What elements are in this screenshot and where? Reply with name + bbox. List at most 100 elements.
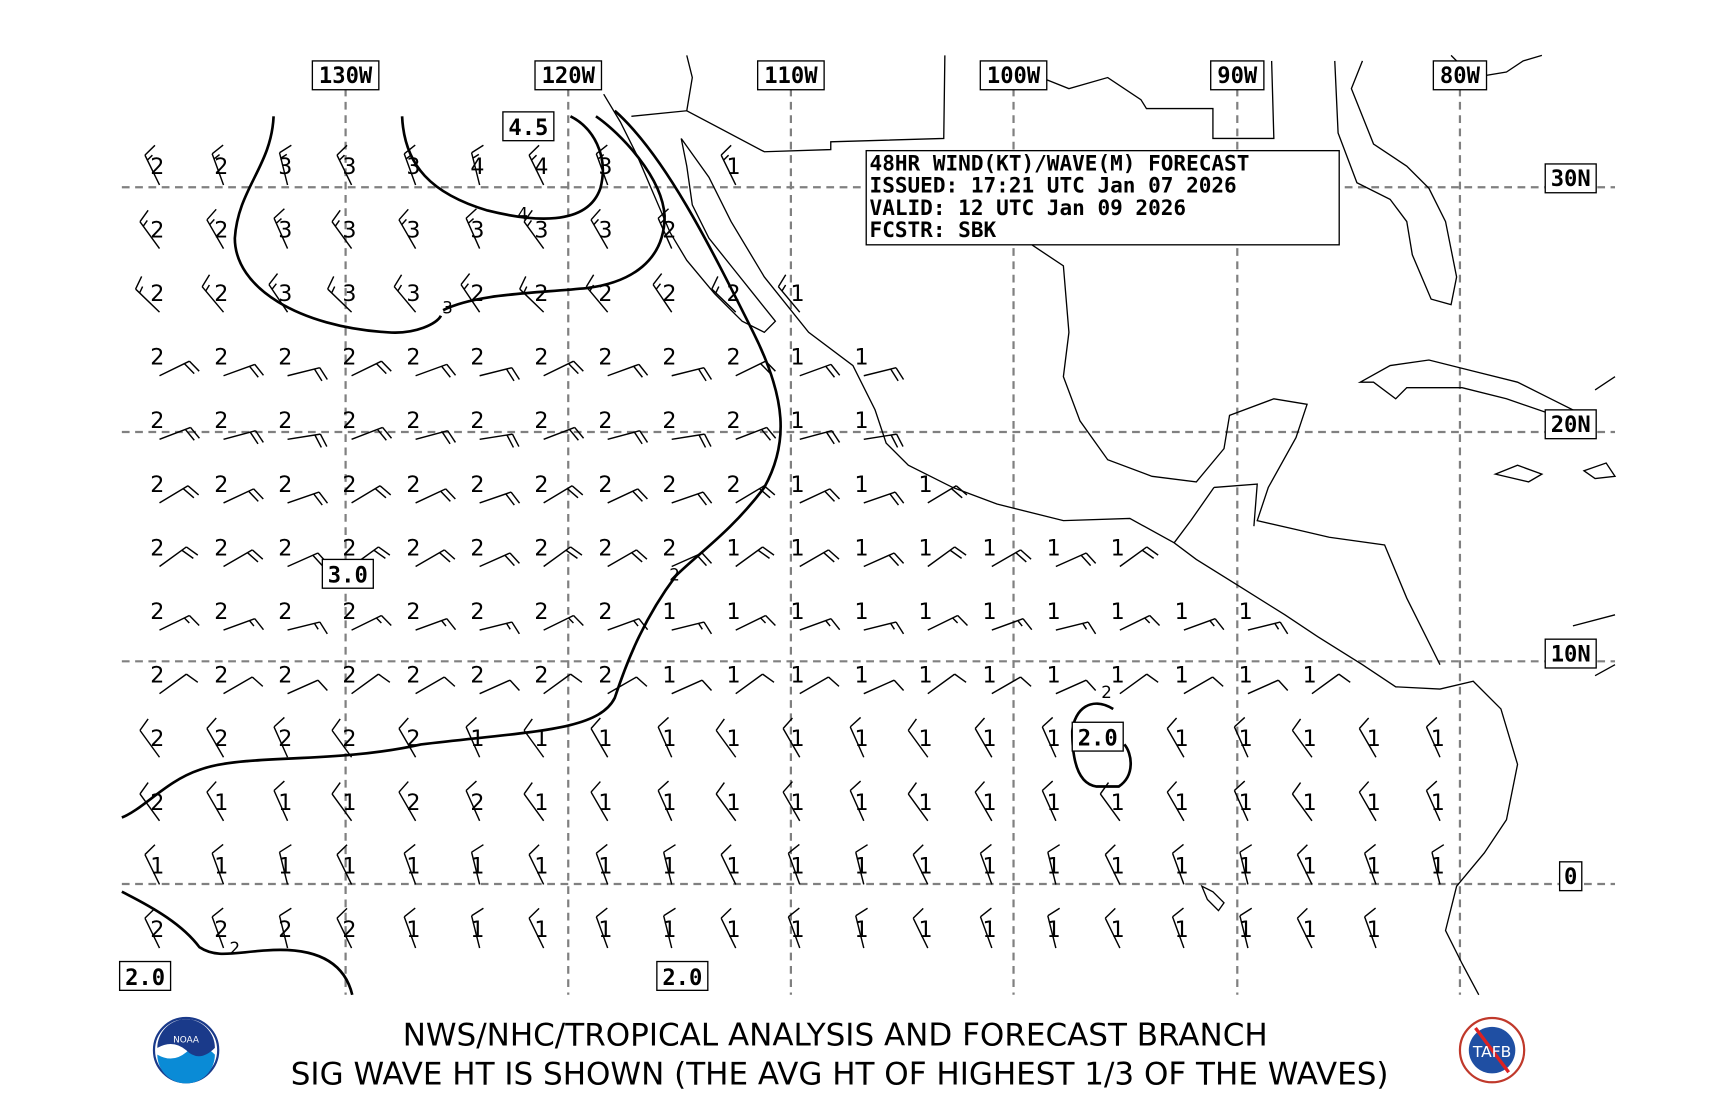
wave-height-value: 1 <box>790 790 804 816</box>
wind-barb <box>331 782 353 822</box>
wind-barb <box>927 673 967 695</box>
wave-height-value: 1 <box>855 345 869 371</box>
wind-barb <box>720 144 737 186</box>
wind-barb <box>1296 907 1313 949</box>
wind-barb <box>927 546 967 568</box>
wave-height-value: 1 <box>406 853 420 879</box>
contour-label-3-0: 3.0 <box>328 563 368 589</box>
wave-height-value: 3 <box>342 281 356 307</box>
wind-barb <box>398 717 417 758</box>
wave-height-value: 2 <box>598 472 612 498</box>
wind-barb <box>139 782 161 822</box>
wave-height-value: 1 <box>790 345 804 371</box>
wind-barb <box>268 273 289 313</box>
noaa-logo: NOAA <box>152 1016 220 1084</box>
wind-barb <box>907 782 929 822</box>
wind-barb <box>287 433 328 448</box>
wave-height-value: 1 <box>598 726 612 752</box>
wave-height-value: 1 <box>726 599 740 625</box>
wave-height-value: 2 <box>726 345 740 371</box>
wave-height-value: 2 <box>278 726 292 752</box>
wave-height-value: 1 <box>1175 726 1189 752</box>
wind-barb <box>863 679 905 695</box>
wind-barb <box>863 433 904 448</box>
wind-barb <box>863 552 905 568</box>
wave-height-value: 2 <box>214 599 228 625</box>
wave-height-value: 1 <box>983 663 997 689</box>
wave-height-value: 2 <box>214 408 228 434</box>
wind-barb <box>1055 679 1097 695</box>
wave-height-value: 1 <box>919 535 933 561</box>
wave-height-value: 1 <box>662 599 676 625</box>
wind-barb <box>144 144 161 186</box>
wind-barb <box>671 491 713 506</box>
wave-height-value: 1 <box>1239 726 1253 752</box>
wind-barb <box>1431 844 1445 885</box>
wind-barb <box>211 144 225 186</box>
wind-barb <box>607 430 649 445</box>
wave-height-value: 1 <box>790 599 804 625</box>
wave-height-value: 1 <box>919 917 933 943</box>
wave-height-value: 1 <box>1047 663 1061 689</box>
wave-height-value: 1 <box>214 853 228 879</box>
wave-height-value: 1 <box>1175 853 1189 879</box>
wind-barb <box>735 426 777 441</box>
wind-barb <box>735 673 775 695</box>
wind-barb <box>336 844 353 885</box>
wind-barb <box>287 679 328 695</box>
wind-barb <box>523 209 545 250</box>
wind-barb <box>415 363 457 378</box>
wave-height-value: 2 <box>598 535 612 561</box>
wind-barb <box>1055 621 1097 635</box>
wind-barb <box>479 679 520 695</box>
wind-barb <box>134 276 161 313</box>
wave-height-value: 2 <box>406 408 420 434</box>
wind-barb <box>671 367 713 382</box>
wave-height-value: 1 <box>1111 663 1125 689</box>
wind-barb <box>211 907 225 949</box>
wind-barb <box>907 718 929 758</box>
wind-barb <box>351 614 392 631</box>
wave-height-value: 2 <box>214 218 228 244</box>
wave-height-value: 2 <box>662 345 676 371</box>
wave-height-value: 2 <box>534 599 548 625</box>
wave-height-value: 3 <box>278 218 292 244</box>
wave-height-value: 1 <box>919 726 933 752</box>
title-line: 48HR WIND(KT)/WAVE(M) FORECAST <box>870 151 1250 176</box>
wind-barb <box>991 549 1032 568</box>
wave-height-value: 1 <box>278 790 292 816</box>
wind-barb <box>991 676 1032 695</box>
wave-height-value: 1 <box>1047 599 1061 625</box>
wind-barb <box>139 209 161 250</box>
wave-height-value: 2 <box>470 535 484 561</box>
wave-height-value: 2 <box>598 345 612 371</box>
wave-height-value: 2 <box>278 663 292 689</box>
wave-height-value: 2 <box>406 535 420 561</box>
wave-height-value: 2 <box>406 726 420 752</box>
wave-height-value: 1 <box>1111 917 1125 943</box>
coastlines <box>603 54 1617 996</box>
wave-height-value: 1 <box>726 154 740 180</box>
wave-height-value: 1 <box>1239 790 1253 816</box>
wave-height-value: 1 <box>726 535 740 561</box>
lon-label: 80W <box>1440 63 1481 89</box>
wind-barb <box>657 716 673 758</box>
wave-height-value: 2 <box>278 535 292 561</box>
wave-height-value: 2 <box>278 408 292 434</box>
wind-barb <box>206 208 225 249</box>
wind-barb <box>1291 718 1313 758</box>
wind-barb <box>1171 907 1185 949</box>
wind-barb <box>1047 907 1061 949</box>
wind-barb <box>1311 673 1351 695</box>
wind-barb <box>479 552 520 568</box>
wave-height-value: 1 <box>534 917 548 943</box>
wind-barb <box>460 273 481 313</box>
wave-height-value: 2 <box>726 408 740 434</box>
wind-barb <box>523 718 545 758</box>
wave-height-value: 3 <box>470 218 484 244</box>
wave-height-value: 2 <box>534 281 548 307</box>
wind-barb <box>671 552 713 568</box>
wind-barb <box>206 717 225 758</box>
wind-barb <box>1166 781 1185 822</box>
